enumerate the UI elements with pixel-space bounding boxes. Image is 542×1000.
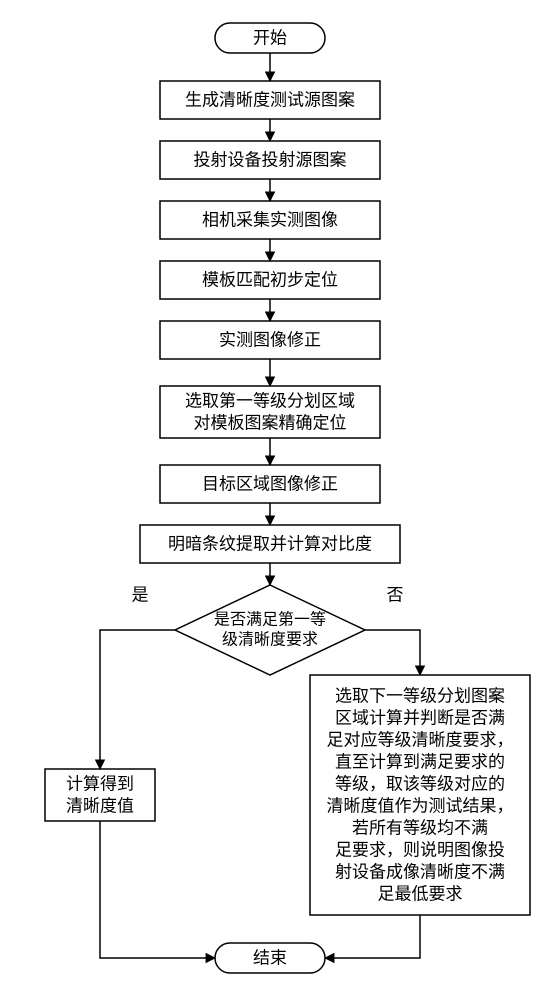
decision-node	[175, 585, 365, 675]
start-label: 开始	[253, 29, 287, 48]
edge-yes-end	[100, 821, 215, 958]
no_box-line-9: 足最低要求	[378, 885, 463, 904]
step6-line-0: 选取第一等级分划区域	[185, 392, 355, 411]
yes_box-line-1: 清晰度值	[66, 797, 134, 816]
step4-label: 模板匹配初步定位	[202, 271, 338, 290]
no_box-line-4: 等级，取该等级对应的	[335, 775, 505, 794]
no_box-line-6: 若所有等级均不满	[352, 819, 488, 838]
step5-label: 实测图像修正	[219, 331, 321, 350]
step1-label: 生成清晰度测试源图案	[185, 91, 355, 110]
step8-label: 明暗条纹提取并计算对比度	[168, 535, 372, 554]
no_box-line-3: 直至计算到满足要求的	[335, 753, 505, 772]
no_box-line-1: 区域计算并判断是否满	[335, 709, 505, 728]
no_box-line-0: 选取下一等级分划图案	[335, 687, 505, 706]
step2-label: 投射设备投射源图案	[194, 151, 347, 170]
no_box-line-8: 射设备成像清晰度不满	[335, 863, 505, 882]
no_box-line-7: 足要求，则说明图像投	[335, 841, 505, 860]
decision-line-1: 级清晰度要求	[222, 631, 318, 649]
yes_label: 是	[132, 586, 149, 605]
edge-no-end	[325, 915, 420, 958]
edge-yes	[100, 630, 175, 769]
step3-label: 相机采集实测图像	[202, 211, 338, 230]
step7-label: 目标区域图像修正	[202, 475, 338, 494]
no_label: 否	[387, 586, 404, 605]
yes_box-line-0: 计算得到	[66, 775, 134, 794]
no_box-line-5: 清晰度值作为测试结果，	[327, 797, 514, 816]
no_box-line-2: 足对应等级清晰度要求，	[327, 731, 514, 750]
decision-line-0: 是否满足第一等	[214, 611, 326, 629]
step6-line-1: 对模板图案精确定位	[194, 414, 347, 433]
end-label: 结束	[253, 949, 287, 968]
edge-no	[365, 630, 420, 675]
